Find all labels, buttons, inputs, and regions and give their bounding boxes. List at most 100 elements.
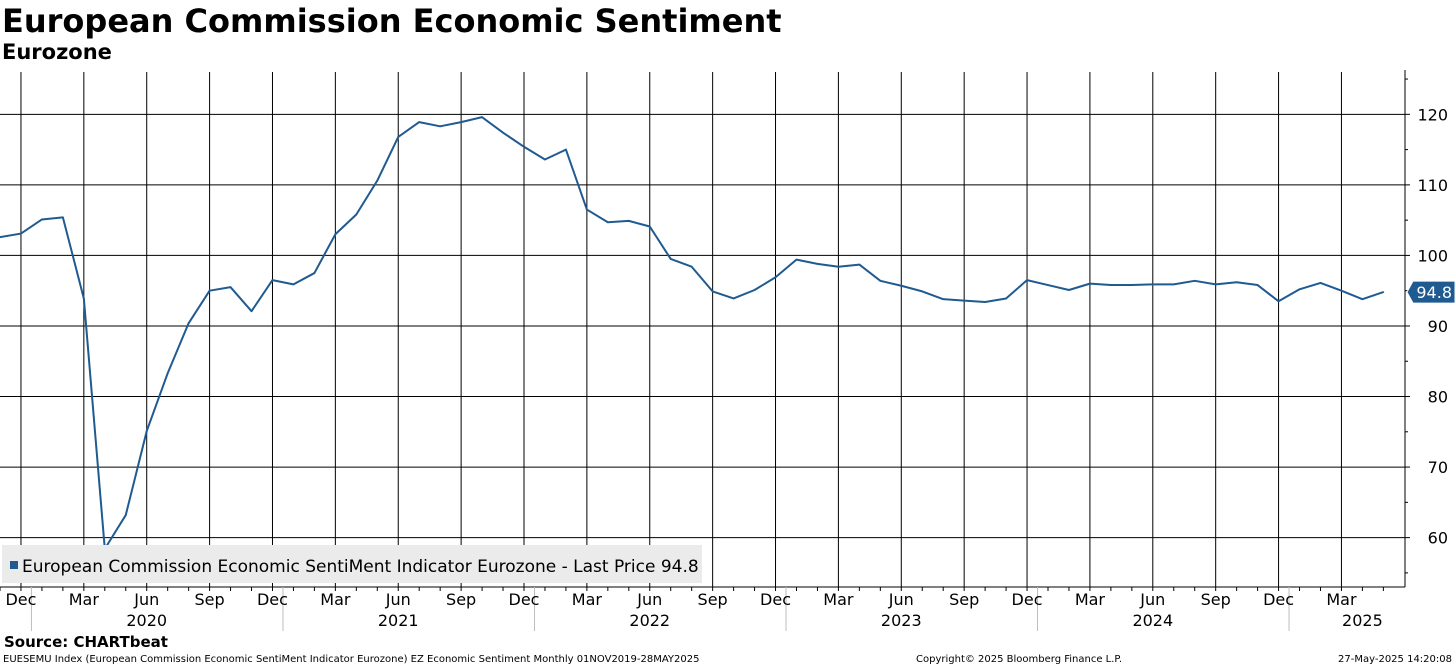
data-point [837,265,840,268]
x-tick-label: Dec [1012,590,1043,609]
data-point [0,236,1,238]
data-point [648,225,651,228]
x-tick-label: Dec [509,590,540,609]
x-year-label: 2023 [881,611,922,630]
data-point [1361,298,1364,300]
x-tick-label: Sep [949,590,979,609]
data-point [502,131,504,134]
x-tick-label: Dec [257,590,288,609]
x-tick-label: Jun [636,590,662,609]
footer-timestamp: 27-May-2025 14:20:08 [1338,654,1452,665]
data-point [334,233,337,236]
x-tick-label: Dec [760,590,791,609]
x-tick-label: Jun [1139,590,1165,609]
data-point [1068,289,1070,291]
data-point [1172,283,1175,286]
data-point [145,430,148,432]
data-point [816,263,819,265]
data-point [20,232,22,235]
data-point [187,322,190,324]
data-point [774,276,777,279]
data-point [586,208,588,211]
x-tick-label: Mar [320,590,351,609]
chart-title: European Commission Economic Sentiment [2,2,782,40]
last-price-value: 94.8 [1416,283,1452,302]
footer-description: EUESEMU Index (European Commission Econo… [3,654,700,665]
data-point [753,289,756,291]
data-point [271,279,274,281]
y-tick-label: 120 [1417,105,1448,124]
data-point [481,116,483,118]
data-point [250,310,253,312]
x-tick-label: Mar [1326,590,1357,609]
data-point [607,221,609,224]
data-point [1110,284,1112,286]
data-point [1298,288,1301,291]
data-point [921,290,924,293]
data-point [900,284,903,287]
legend-box [2,545,702,583]
y-tick-label: 90 [1428,317,1448,336]
data-point [1340,289,1343,292]
data-point [376,179,379,182]
x-tick-label: Mar [572,590,603,609]
data-point [942,298,944,300]
series-line [0,116,1384,550]
data-point [62,216,64,219]
data-point [1131,284,1133,286]
x-tick-label: Sep [195,590,225,609]
data-point [229,286,232,288]
x-tick-label: Sep [698,590,728,609]
data-point [292,283,295,286]
x-tick-label: Jun [133,590,159,609]
data-point [355,213,358,216]
footer-copyright: Copyright© 2025 Bloomberg Finance L.P. [916,654,1123,665]
y-tick-label: 110 [1417,176,1448,195]
data-point [439,125,441,128]
data-point [313,272,316,274]
data-point [208,289,211,292]
data-point [690,265,693,268]
x-tick-label: Jun [888,590,914,609]
data-point [1214,283,1217,286]
chart-subtitle: Eurozone [2,40,112,64]
data-point [166,372,169,375]
last-price-tag [1406,280,1456,304]
data-point [565,148,567,151]
data-point [1193,280,1196,282]
data-point [1256,284,1259,286]
x-tick-label: Dec [5,590,36,609]
data-point [460,121,462,123]
data-point [523,145,525,148]
data-point [1235,281,1238,284]
y-tick-label: 60 [1428,529,1448,548]
y-tick-label: 70 [1428,458,1448,477]
data-point [879,280,882,282]
x-tick-label: Mar [823,590,854,609]
data-point [1319,282,1322,284]
data-point [858,263,861,266]
x-tick-label: Dec [1263,590,1294,609]
data-point [711,290,714,293]
data-point [1047,284,1049,286]
source-label: Source: CHARTbeat [4,633,168,651]
x-year-label: 2020 [126,611,167,630]
x-year-label: 2021 [378,611,419,630]
data-point [418,121,421,123]
x-year-label: 2024 [1132,611,1173,630]
data-point [963,299,965,302]
data-point [1026,279,1028,281]
data-point [1005,297,1007,300]
data-point [397,136,400,138]
data-point [83,297,85,300]
y-tick-label: 80 [1428,388,1448,407]
data-point [984,301,986,303]
data-point [544,158,546,161]
legend-swatch [10,561,18,569]
x-tick-label: Jun [385,590,411,609]
data-point [669,258,672,260]
x-tick-label: Sep [446,590,476,609]
data-point [1089,282,1091,285]
data-point [124,514,127,516]
